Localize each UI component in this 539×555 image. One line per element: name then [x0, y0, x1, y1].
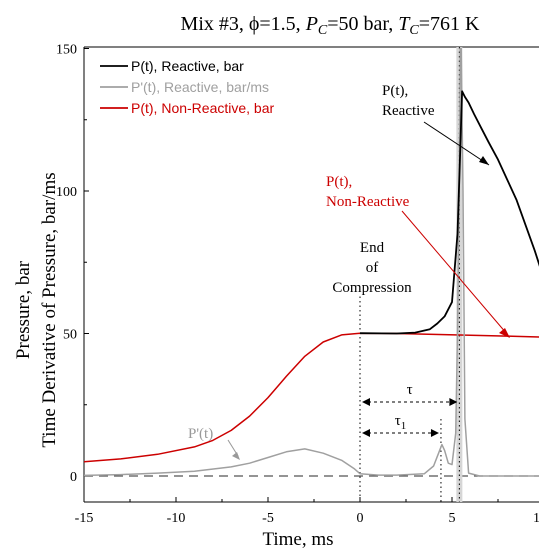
tau1-arrow-left: [362, 429, 370, 437]
x-tick-label: 5: [449, 511, 456, 526]
chart-title: Mix #3, ϕ=1.5, PC=50 bar, TC=761 K: [181, 13, 480, 38]
y-axis-title-line2: Time Derivative of Pressure, bar/ms: [39, 172, 60, 447]
x-tick-label-partial: 1: [533, 511, 539, 526]
legend-label-2: P'(t), Reactive, bar/ms: [131, 79, 269, 95]
pprime-annotation: P'(t): [188, 426, 213, 442]
x-tick-label: 0: [357, 511, 364, 526]
tau1-arrow-right: [430, 429, 439, 437]
tau-arrow-right: [449, 398, 458, 406]
y-tick-label: 0: [70, 470, 77, 485]
x-tick-label: -5: [262, 511, 274, 526]
eoc-annotation-line3: Compression: [332, 280, 412, 296]
eoc-annotation: End: [360, 240, 385, 256]
series-line-3: [84, 332, 539, 463]
tau-label: τ: [407, 382, 413, 398]
reactive-annotation-line2: Reactive: [382, 103, 435, 119]
reactive-annotation-pointer: [423, 121, 490, 166]
eoc-annotation-line2: of: [366, 260, 379, 276]
nonreactive-annotation-line2: Non-Reactive: [326, 194, 410, 210]
reactive-arrowhead: [479, 156, 489, 165]
reactive-annotation: P(t),: [382, 83, 408, 99]
series-line-2: [84, 47, 539, 477]
y-tick-label: 150: [56, 43, 77, 58]
pprime-arrowhead: [232, 452, 240, 460]
series-line-1: [359, 90, 539, 335]
y-tick-label: 50: [63, 328, 77, 343]
y-axis-title-line1: Pressure, bar: [13, 260, 34, 359]
x-tick-label: -10: [167, 511, 186, 526]
nonreactive-annotation: P(t),: [326, 174, 352, 190]
x-axis-title: Time, ms: [262, 529, 333, 550]
y-tick-label: 100: [56, 185, 77, 200]
nonreactive-annotation-pointer: [401, 210, 508, 335]
tau-arrow-left: [362, 398, 370, 406]
x-tick-label: -15: [75, 511, 94, 526]
nonreactive-arrowhead: [499, 328, 510, 338]
legend-label-3: P(t), Non-Reactive, bar: [131, 100, 274, 116]
tau1-label: τ1: [395, 413, 407, 432]
ignition-band: [456, 47, 463, 502]
legend-label-1: P(t), Reactive, bar: [131, 58, 244, 74]
plot-area: [83, 46, 539, 503]
